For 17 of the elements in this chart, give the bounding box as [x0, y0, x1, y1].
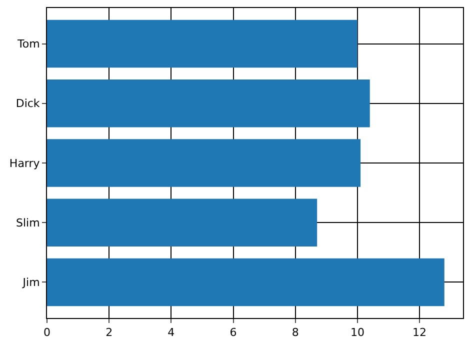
x-tick-label: 8 — [292, 326, 299, 340]
bar — [47, 258, 444, 306]
y-tick-label: Jim — [22, 276, 40, 290]
x-tick-label: 4 — [168, 326, 175, 340]
x-tick-label: 2 — [106, 326, 113, 340]
bar — [47, 198, 318, 246]
y-tick-label: Tom — [16, 38, 40, 51]
bar — [47, 80, 370, 128]
y-tick-label: Harry — [9, 156, 40, 170]
x-tick-label: 0 — [44, 326, 50, 340]
y-tick-label: Dick — [16, 97, 40, 110]
x-tick-label: 6 — [230, 326, 237, 340]
x-tick-label: 10 — [350, 326, 364, 340]
y-tick-label: Slim — [16, 216, 40, 230]
bar — [47, 139, 361, 187]
x-tick-label: 12 — [412, 326, 427, 340]
bar — [47, 20, 358, 68]
